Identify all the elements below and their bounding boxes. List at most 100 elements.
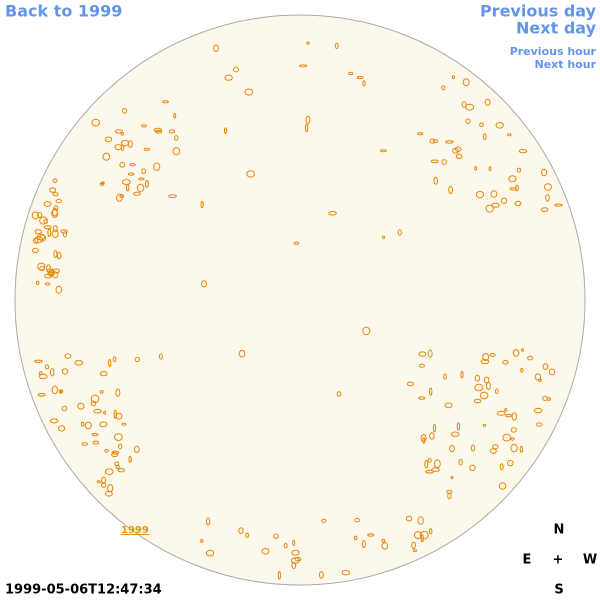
contour <box>99 371 108 377</box>
contour <box>244 88 254 96</box>
compass-north: N <box>554 523 565 538</box>
contour <box>479 391 489 400</box>
contour <box>424 459 429 469</box>
contour <box>299 64 308 68</box>
contour <box>542 395 548 401</box>
contour <box>35 280 40 285</box>
contour <box>505 413 513 418</box>
contour <box>491 202 500 208</box>
contour <box>213 44 219 53</box>
contour <box>508 175 517 183</box>
contour <box>162 100 169 104</box>
contour <box>51 385 58 395</box>
contour <box>540 207 549 213</box>
contour <box>482 352 490 362</box>
contour <box>80 421 85 427</box>
contour <box>520 367 524 373</box>
contour <box>104 448 109 453</box>
contour <box>133 445 140 453</box>
contour <box>200 200 204 209</box>
contour <box>354 518 361 523</box>
contour <box>52 225 58 233</box>
contour <box>114 129 123 134</box>
contour <box>429 528 433 535</box>
contour <box>515 184 519 192</box>
contour <box>173 113 177 119</box>
contour <box>121 422 127 426</box>
contour <box>541 168 548 177</box>
contour <box>441 85 446 91</box>
contour <box>37 262 46 271</box>
contour <box>62 231 68 238</box>
contour <box>418 351 427 357</box>
contour <box>44 364 50 370</box>
contour <box>238 349 246 358</box>
contour <box>422 437 426 444</box>
contour <box>451 75 456 80</box>
contour <box>381 542 389 550</box>
next-day-link[interactable]: Next day <box>516 19 597 38</box>
contour <box>294 556 302 562</box>
contour <box>223 127 228 134</box>
contour <box>174 135 179 141</box>
contour <box>334 42 339 50</box>
contour <box>39 265 45 272</box>
contour <box>470 444 476 452</box>
contour <box>92 440 100 445</box>
contour <box>498 482 507 490</box>
next-hour-link[interactable]: Next hour <box>535 58 597 71</box>
contour <box>168 194 177 199</box>
contour <box>419 530 429 540</box>
contour <box>238 527 244 534</box>
contour <box>429 138 436 144</box>
contour <box>91 432 99 437</box>
year-label[interactable]: 1999 <box>121 525 149 536</box>
contour <box>99 421 108 428</box>
contour <box>77 402 85 410</box>
contour <box>514 200 522 207</box>
contour <box>34 229 42 235</box>
contour <box>117 468 126 473</box>
previous-day-link[interactable]: Previous day <box>480 2 597 21</box>
contour <box>138 177 145 181</box>
contour <box>474 374 481 382</box>
contour <box>484 98 491 106</box>
contour <box>133 191 141 196</box>
contour <box>224 74 233 81</box>
contour <box>134 356 141 363</box>
contour <box>32 237 39 244</box>
contour <box>534 373 542 381</box>
contour <box>51 229 59 238</box>
contour <box>361 539 366 549</box>
contour <box>47 228 52 237</box>
contour <box>554 203 563 207</box>
contour <box>101 482 107 488</box>
contour <box>418 396 426 400</box>
contour <box>37 392 46 397</box>
contour <box>90 394 100 404</box>
contour <box>38 373 48 380</box>
back-link[interactable]: Back to 1999 <box>5 2 122 21</box>
previous-hour-link[interactable]: Previous hour <box>510 45 597 58</box>
contour <box>51 207 58 217</box>
contour <box>482 423 487 427</box>
contour <box>460 370 464 379</box>
contour <box>129 163 136 167</box>
contour <box>56 251 62 260</box>
contour <box>381 538 386 543</box>
contour <box>474 383 484 392</box>
contour <box>430 159 439 164</box>
contour <box>461 101 467 108</box>
contour <box>425 469 434 474</box>
contour <box>348 71 354 76</box>
contour <box>100 181 105 185</box>
contour <box>60 229 68 234</box>
contour <box>431 467 440 473</box>
contour <box>336 391 342 397</box>
contour <box>50 368 55 377</box>
contour <box>107 484 114 493</box>
contour <box>84 421 92 430</box>
contour <box>469 464 476 471</box>
contour <box>104 136 113 143</box>
